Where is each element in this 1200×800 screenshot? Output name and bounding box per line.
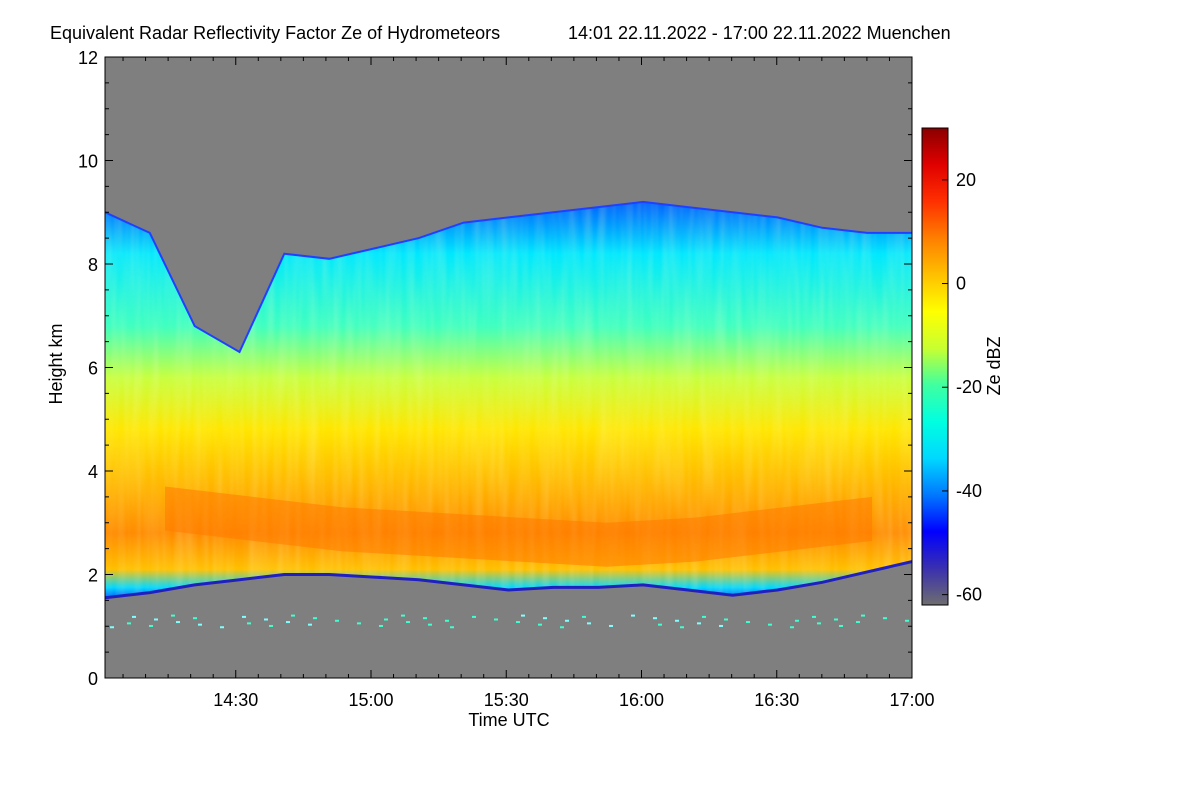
clutter-pixel [790, 626, 794, 629]
clutter-pixel [291, 614, 295, 617]
clutter-pixel [653, 617, 657, 620]
colorbar-tick-label: 0 [956, 274, 966, 294]
y-tick-label: 2 [88, 566, 98, 586]
colorbar-tick-label: -20 [956, 377, 982, 397]
clutter-pixel [675, 619, 679, 622]
clutter-pixel [521, 614, 525, 617]
y-axis-label: Height km [46, 323, 66, 404]
reflectivity-core [165, 486, 872, 567]
colorbar-scale [921, 127, 949, 606]
clutter-pixel [746, 621, 750, 624]
clutter-pixel [401, 614, 405, 617]
clutter-pixel [171, 614, 175, 617]
clutter-pixel [428, 623, 432, 626]
clutter-pixel [335, 619, 339, 622]
colorbar: -60 -40 -20 0 20 Ze dBZ [921, 127, 1004, 606]
fall-streaks [105, 201, 912, 598]
clutter-pixel [264, 618, 268, 621]
clutter-pixel [697, 622, 701, 625]
x-tick-label: 16:30 [754, 690, 799, 710]
clutter-pixel [445, 619, 449, 622]
x-axis-label: Time UTC [468, 710, 549, 730]
chart-title: Equivalent Radar Reflectivity Factor Ze … [50, 23, 500, 43]
clutter-pixel [817, 622, 821, 625]
clutter-pixel [198, 623, 202, 626]
chart-subtitle: 14:01 22.11.2022 - 17:00 22.11.2022 Muen… [568, 23, 951, 43]
y-tick-label: 6 [88, 359, 98, 379]
clutter-pixel [861, 614, 865, 617]
clutter-pixel [406, 621, 410, 624]
clutter-pixel [286, 621, 290, 624]
clutter-pixel [560, 626, 564, 629]
clutter-pixel [379, 624, 383, 627]
x-tick-label: 17:00 [889, 690, 934, 710]
clutter-pixel [450, 626, 454, 629]
colorbar-tick-label: 20 [956, 170, 976, 190]
clutter-pixel [176, 621, 180, 624]
clutter-pixel [308, 623, 312, 626]
clutter-pixel [609, 624, 613, 627]
clutter-pixel [543, 617, 547, 620]
clutter-pixel [905, 619, 909, 622]
clutter-pixel [384, 618, 388, 621]
x-tick-label: 14:30 [213, 690, 258, 710]
x-axis: 14:30 15:00 15:30 16:00 16:30 17:00 [122, 57, 935, 710]
colorbar-label: Ze dBZ [984, 336, 1004, 395]
clutter-pixel [269, 624, 273, 627]
clutter-pixel [193, 617, 197, 620]
clutter-pixel [795, 619, 799, 622]
clutter-pixel [565, 619, 569, 622]
clutter-pixel [313, 617, 317, 620]
clutter-pixel [582, 615, 586, 618]
cloud-base-edge [105, 560, 912, 600]
clutter-pixel [110, 626, 114, 629]
clutter-pixel [149, 624, 153, 627]
clutter-pixel [702, 615, 706, 618]
clutter-pixel [719, 624, 723, 627]
clutter-pixel [357, 622, 361, 625]
clutter-pixel [494, 618, 498, 621]
y-tick-label: 12 [78, 48, 98, 68]
clutter-pixel [834, 618, 838, 621]
y-tick-label: 4 [88, 462, 98, 482]
cloud-top-edge [105, 200, 912, 354]
colorbar-tick-label: -40 [956, 481, 982, 501]
x-tick-label: 15:00 [348, 690, 393, 710]
clutter-pixel [538, 623, 542, 626]
plot-area [104, 56, 913, 679]
clutter-pixel [154, 618, 158, 621]
clutter-pixel [247, 622, 251, 625]
clutter-pixel [516, 621, 520, 624]
x-tick-label: 15:30 [484, 690, 529, 710]
clutter-pixel [127, 622, 131, 625]
y-tick-label: 0 [88, 669, 98, 689]
clutter-pixel [587, 622, 591, 625]
clutter-pixel [856, 621, 860, 624]
clutter-pixel [220, 626, 224, 629]
clutter-pixel [132, 615, 136, 618]
clutter-pixel [839, 624, 843, 627]
clutter-pixel [631, 614, 635, 617]
clutter-pixel [658, 623, 662, 626]
clutter-pixel [680, 626, 684, 629]
x-tick-label: 16:00 [619, 690, 664, 710]
clutter-pixel [768, 623, 772, 626]
y-tick-label: 8 [88, 255, 98, 275]
clutter-pixel [472, 615, 476, 618]
clutter-pixel [883, 617, 887, 620]
y-tick-label: 10 [78, 152, 98, 172]
clutter-pixel [423, 617, 427, 620]
y-axis: 0 2 4 6 8 10 12 [78, 48, 912, 689]
clutter-pixel [812, 615, 816, 618]
colorbar-tick-label: -60 [956, 585, 982, 605]
clutter-pixel [242, 615, 246, 618]
clutter-pixel [724, 618, 728, 621]
